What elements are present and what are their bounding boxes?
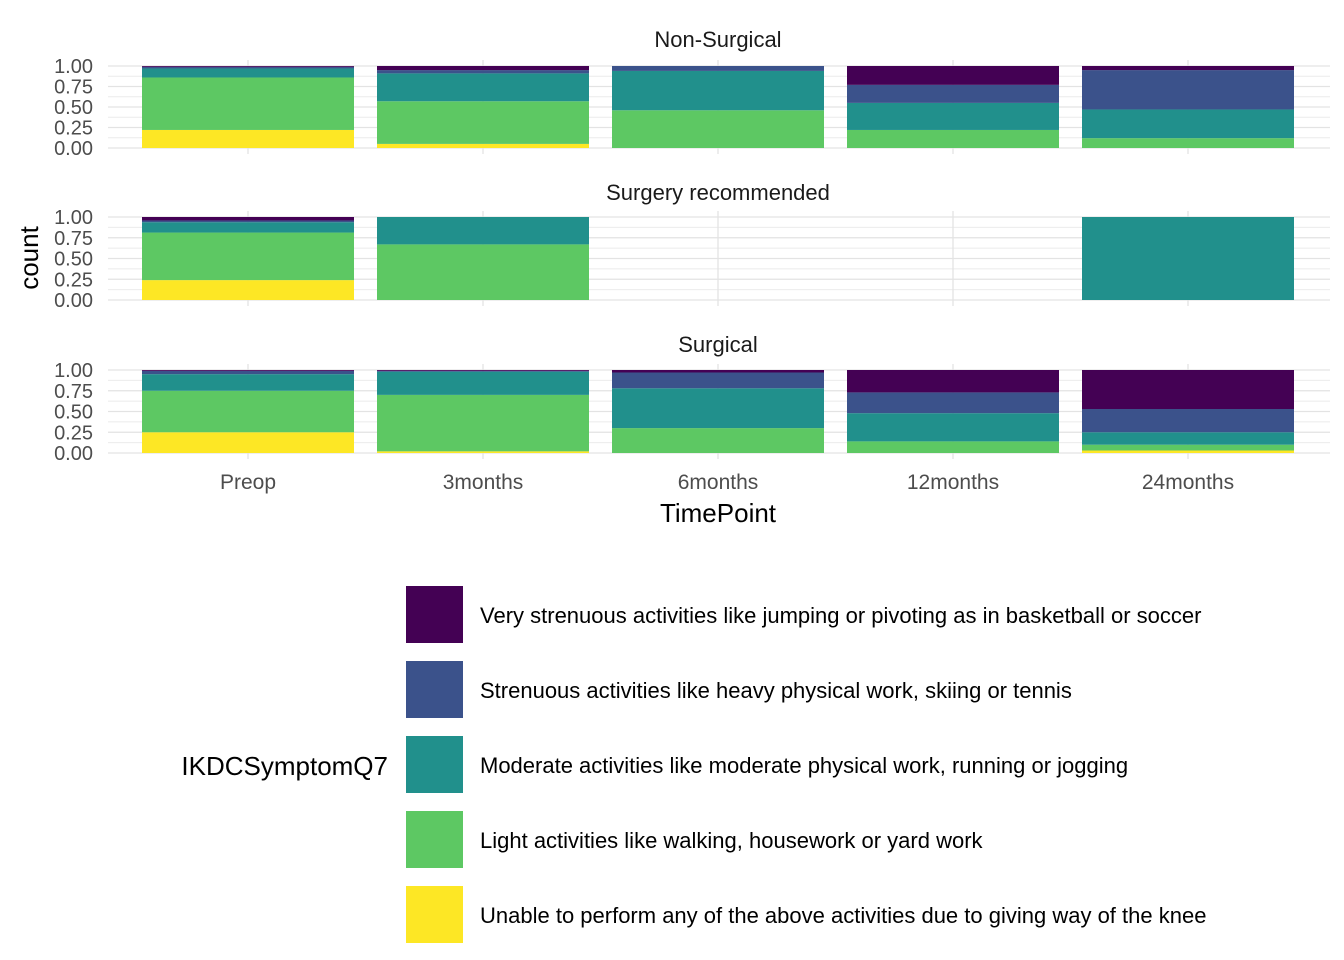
y-tick-label: 1.00 xyxy=(54,56,93,78)
y-axis-label: count xyxy=(14,225,44,289)
y-tick-label: 0.50 xyxy=(54,249,93,271)
facet-title: Non-Surgical xyxy=(654,27,781,52)
bar-segment xyxy=(377,394,589,452)
legend: IKDCSymptomQ7 Very strenuous activities … xyxy=(181,586,1206,943)
bar-segment xyxy=(142,370,354,375)
panel-1: Surgery recommended 0.000.250.500.751.00 xyxy=(54,180,1330,312)
bar-segment xyxy=(377,101,589,144)
x-axis-label: TimePoint xyxy=(660,498,777,528)
bar-segment xyxy=(142,374,354,391)
bar-segment xyxy=(377,244,589,300)
bar-segment xyxy=(1082,370,1294,410)
y-tick-label: 0.50 xyxy=(54,97,93,119)
bar-segment xyxy=(612,370,824,373)
bar-segment xyxy=(612,428,824,453)
bar-segment xyxy=(847,413,1059,442)
bar-segment xyxy=(377,66,589,71)
bar-segment xyxy=(1082,444,1294,451)
y-tick-label: 0.00 xyxy=(54,138,93,160)
legend-label: Strenuous activities like heavy physical… xyxy=(480,678,1072,703)
bar-segment xyxy=(142,68,354,78)
bar-segment xyxy=(142,222,354,233)
y-tick-label: 0.75 xyxy=(54,77,93,99)
bar-segment xyxy=(847,392,1059,414)
x-tick-label: 12months xyxy=(907,471,999,494)
bar-segment xyxy=(377,143,589,148)
bar-segment xyxy=(847,84,1059,103)
bar-segment xyxy=(377,370,589,371)
x-tick-label: 24months xyxy=(1142,471,1234,494)
bar-segment xyxy=(612,388,824,429)
bar-segment xyxy=(142,77,354,130)
bar-segment xyxy=(142,432,354,453)
y-tick-label: 0.00 xyxy=(54,290,93,312)
bar-segment xyxy=(142,129,354,148)
bar-segment xyxy=(1082,432,1294,445)
y-tick-label: 0.25 xyxy=(54,269,93,291)
facet-panels: Non-Surgical0.000.250.500.751.00Surgery … xyxy=(54,27,1330,465)
legend-label: Moderate activities like moderate physic… xyxy=(480,753,1128,778)
bar-segment xyxy=(612,372,824,389)
bar-segment xyxy=(142,66,354,67)
bar-segment xyxy=(612,70,824,111)
legend-title: IKDCSymptomQ7 xyxy=(181,751,388,781)
legend-key xyxy=(406,886,463,943)
bar-segment xyxy=(612,110,824,148)
legend-label: Light activities like walking, housework… xyxy=(480,828,984,853)
legend-key xyxy=(406,661,463,718)
bar-segment xyxy=(1082,450,1294,453)
bar-segment xyxy=(1082,138,1294,148)
bar-segment xyxy=(377,371,589,395)
y-tick-label: 0.25 xyxy=(54,422,93,444)
y-tick-label: 0.75 xyxy=(54,228,93,250)
bar-segment xyxy=(1082,409,1294,433)
bar-segment xyxy=(142,232,354,281)
bar-segment xyxy=(377,451,589,453)
bar-segment xyxy=(847,102,1059,130)
bar-segment xyxy=(142,370,354,371)
legend-key xyxy=(406,811,463,868)
bar-segment xyxy=(377,217,589,245)
bar-segment xyxy=(1082,109,1294,139)
bar-segment xyxy=(847,441,1059,453)
legend-key xyxy=(406,586,463,643)
bar-segment xyxy=(142,220,354,223)
bar-segment xyxy=(377,370,589,372)
bar-segment xyxy=(142,217,354,221)
bar-segment xyxy=(377,73,589,102)
bar-segment xyxy=(847,370,1059,393)
legend-label: Very strenuous activities like jumping o… xyxy=(480,603,1201,628)
y-tick-label: 1.00 xyxy=(54,207,93,229)
bar-segment xyxy=(142,280,354,300)
bar-segment xyxy=(847,66,1059,85)
y-tick-label: 0.50 xyxy=(54,402,93,424)
y-tick-label: 1.00 xyxy=(54,360,93,382)
bar-segment xyxy=(142,390,354,433)
panel-2: Surgical 0.000.250.500.751.00 xyxy=(54,332,1330,465)
bar-segment xyxy=(1082,217,1294,300)
x-axis-tick-labels: Preop 3months 6months 12months 24months xyxy=(220,471,1234,494)
x-tick-label: Preop xyxy=(220,471,276,494)
bar-segment xyxy=(847,129,1059,148)
bar-segment xyxy=(1082,70,1294,110)
legend-key xyxy=(406,736,463,793)
facet-title: Surgery recommended xyxy=(606,180,830,205)
bar-segment xyxy=(142,66,354,69)
legend-label: Unable to perform any of the above activ… xyxy=(480,903,1206,928)
facet-title: Surgical xyxy=(678,332,757,357)
y-tick-label: 0.25 xyxy=(54,118,93,140)
y-tick-label: 0.75 xyxy=(54,381,93,403)
panel-0: Non-Surgical 0.000.250.500.751.00 xyxy=(54,27,1330,160)
bar-segment xyxy=(612,66,824,71)
y-tick-label: 0.00 xyxy=(54,443,93,465)
x-tick-label: 6months xyxy=(678,471,759,494)
bar-segment xyxy=(377,70,589,74)
bar-segment xyxy=(1082,66,1294,71)
x-tick-label: 3months xyxy=(443,471,524,494)
